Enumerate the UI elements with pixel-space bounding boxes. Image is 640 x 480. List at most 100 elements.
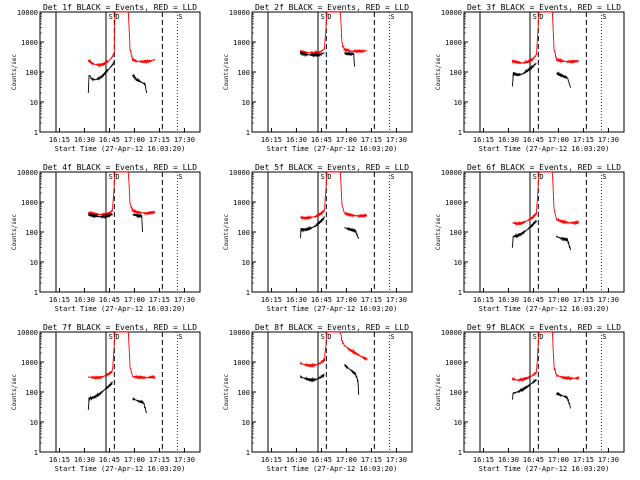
y-tick-label: 1000 [233,199,250,207]
series-line-lld [299,12,368,56]
y-tick-label: 1 [458,289,462,297]
x-tick-label: 16:15 [49,296,70,304]
y-tick-label: 10 [454,419,462,427]
marker-letter: S [109,13,113,21]
plot-frame [251,331,413,453]
y-tick-label: 1000 [21,39,38,47]
y-tick-label: 10 [242,99,250,107]
x-tick-label: 17:00 [336,296,357,304]
series-line-events [344,363,360,395]
series-line-lld [511,12,580,65]
y-axis-label: Counts/sec [435,54,442,91]
y-tick-label: 1000 [445,199,462,207]
marker-letter: S [602,13,606,21]
marker-letter: D [327,13,331,21]
x-tick-label: 17:30 [174,456,195,464]
y-tick-label: 10000 [441,329,462,337]
chart-panel-6: Det 6f BLACK = Events, RED = LLD 1 10 100 10… [435,163,625,313]
x-tick-label: 16:30 [74,136,95,144]
plot-frame [39,11,201,133]
series-line-lld [87,172,156,217]
x-tick-label: 16:15 [261,296,282,304]
x-axis-label: Start Time (27-Apr-12 16:03:20) [267,465,398,473]
y-axis-label: Counts/sec [11,214,18,251]
chart-panel-7: Det 7f BLACK = Events, RED = LLD 1 10 100 10… [11,323,201,473]
series-line-lld [299,172,368,221]
y-tick-label: 100 [449,229,462,237]
chart-title: Det 4f BLACK = Events, RED = LLD [43,163,197,172]
marker-letter: S [109,333,113,341]
series-line-events [556,391,571,409]
series-line-events [299,51,325,58]
y-tick-label: 1 [246,129,250,137]
series-line-events [556,71,572,88]
marker-letter: S [109,173,113,181]
x-tick-label: 16:15 [261,456,282,464]
marker-letter: S [321,333,325,341]
x-tick-label: 16:15 [473,296,494,304]
marker-letter: S [178,13,182,21]
chart-title: Det 7f BLACK = Events, RED = LLD [43,323,197,332]
x-axis-label: Start Time (27-Apr-12 16:03:20) [479,305,610,313]
series-line-events [87,212,113,220]
marker-letter: D [539,173,543,181]
chart-title: Det 9f BLACK = Events, RED = LLD [467,323,621,332]
y-axis-label: Counts/sec [223,214,230,251]
x-tick-label: 16:45 [523,456,544,464]
chart-title: Det 6f BLACK = Events, RED = LLD [467,163,621,172]
x-tick-label: 16:30 [286,296,307,304]
x-axis-label: Start Time (27-Apr-12 16:03:20) [55,145,186,153]
y-tick-label: 10 [242,259,250,267]
x-tick-label: 17:30 [174,136,195,144]
marker-letter: D [115,333,119,341]
x-tick-label: 17:00 [548,296,569,304]
marker-letter: S [321,13,325,21]
series-line-events [511,62,537,87]
y-tick-label: 100 [25,69,38,77]
marker-letter: D [327,333,331,341]
y-axis-label: Counts/sec [223,54,230,91]
x-axis-label: Start Time (27-Apr-12 16:03:20) [267,145,398,153]
y-tick-label: 10000 [229,9,250,17]
y-tick-label: 10 [454,259,462,267]
series-line-lld [299,332,368,369]
series-line-events [132,212,143,233]
x-tick-label: 17:00 [124,296,145,304]
y-tick-label: 100 [237,389,250,397]
x-tick-label: 17:15 [573,296,594,304]
series-line-lld [511,332,580,383]
x-tick-label: 16:30 [74,296,95,304]
x-tick-label: 16:45 [523,136,544,144]
x-tick-label: 17:00 [548,136,569,144]
plot-frame [463,11,625,133]
series-line-events [132,396,148,414]
x-tick-label: 17:15 [361,296,382,304]
y-tick-label: 100 [449,69,462,77]
y-tick-label: 100 [25,389,38,397]
x-tick-label: 16:45 [99,296,120,304]
marker-letter: S [390,173,394,181]
marker-letter: S [602,333,606,341]
plot-frame [39,171,201,293]
y-axis-label: Counts/sec [11,374,18,411]
plot-frame [463,171,625,293]
y-tick-label: 1 [34,289,38,297]
chart-panel-8: Det 8f BLACK = Events, RED = LLD 1 10 100 10… [223,323,413,473]
y-tick-label: 1000 [445,39,462,47]
x-axis-label: Start Time (27-Apr-12 16:03:20) [55,305,186,313]
y-tick-label: 10 [30,259,38,267]
marker-letter: S [390,333,394,341]
plot-frame [251,171,413,293]
x-tick-label: 16:45 [311,296,332,304]
x-tick-label: 17:30 [598,456,619,464]
series-line-events [344,226,360,239]
x-tick-label: 17:00 [124,136,145,144]
marker-letter: S [321,173,325,181]
y-tick-label: 100 [25,229,38,237]
y-tick-label: 1 [246,449,250,457]
marker-letter: D [115,173,119,181]
x-tick-label: 16:45 [311,456,332,464]
marker-letter: S [178,333,182,341]
x-tick-label: 16:15 [49,456,70,464]
